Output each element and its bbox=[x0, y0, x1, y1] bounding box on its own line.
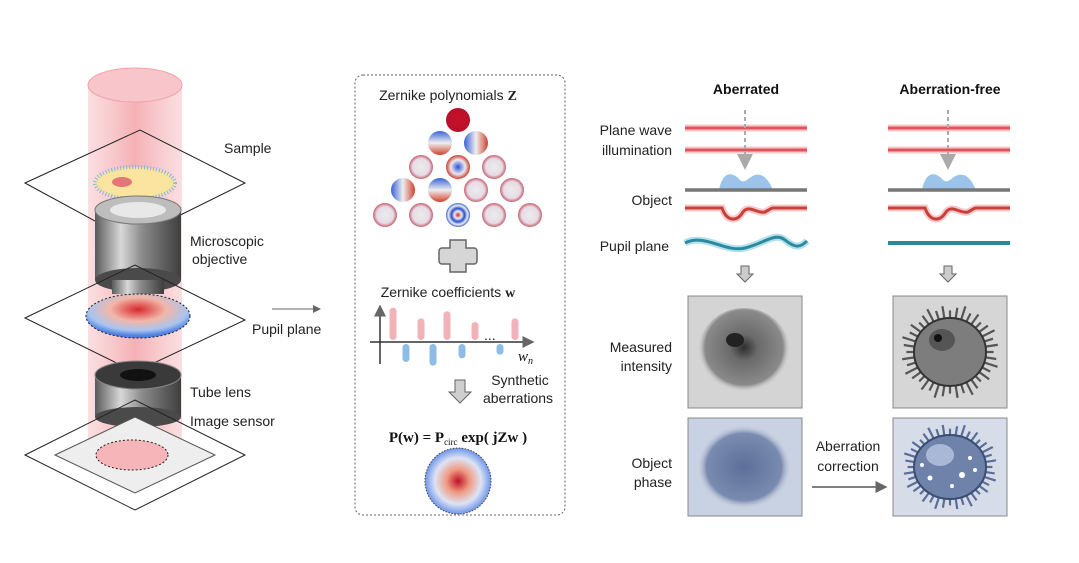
down-arrow-icon bbox=[447, 379, 473, 404]
pupil-plane-label: Pupil plane bbox=[252, 321, 321, 337]
zernike-mode bbox=[500, 178, 524, 202]
coeff-ellipsis: ... bbox=[484, 327, 496, 343]
row-label-pupil: Pupil plane bbox=[600, 238, 669, 254]
zernike-mode bbox=[409, 203, 433, 227]
row-label-object: Object bbox=[632, 192, 673, 208]
coeff-bar bbox=[471, 322, 479, 340]
zernike-mode bbox=[446, 108, 470, 132]
plus-icon bbox=[438, 239, 478, 273]
zernike-mode bbox=[446, 203, 470, 227]
pupil-wave bbox=[684, 235, 809, 251]
object-wave bbox=[685, 206, 807, 221]
zernike-panel bbox=[354, 74, 566, 516]
object-profile bbox=[719, 174, 773, 190]
correction-label-1: Aberration bbox=[816, 438, 881, 454]
zernike-mode bbox=[464, 131, 488, 155]
row-label-phase-1: Object bbox=[632, 455, 673, 471]
coeff-bar bbox=[458, 344, 466, 359]
zernike-pyramid bbox=[373, 108, 542, 227]
object-profile bbox=[922, 174, 976, 190]
zernike-mode bbox=[518, 203, 542, 227]
zernike-title: Zernike polynomials Z bbox=[379, 87, 517, 104]
measured-intensity-corrected bbox=[892, 295, 1008, 409]
coeff-bar bbox=[402, 344, 410, 362]
sensor-spot bbox=[95, 439, 169, 471]
row-label-phase-2: phase bbox=[634, 474, 672, 490]
coeff-title: Zernike coefficients w bbox=[381, 284, 516, 301]
header-aberrated: Aberrated bbox=[713, 81, 779, 97]
header-aberration-free: Aberration-free bbox=[899, 81, 1000, 97]
sensor-plane bbox=[23, 399, 247, 511]
zernike-mode bbox=[373, 203, 397, 227]
row-label-intensity-1: Measured bbox=[610, 339, 672, 355]
coeff-bar bbox=[417, 318, 425, 340]
zernike-mode bbox=[428, 178, 452, 202]
object-phase-aberrated bbox=[687, 417, 803, 517]
pupil-equation: P(w) = Pcirc exp( jZw ) bbox=[389, 430, 527, 447]
tube-lens bbox=[94, 360, 182, 427]
column-aberrated bbox=[683, 110, 810, 283]
object-wave bbox=[888, 206, 1010, 221]
zernike-mode bbox=[464, 178, 488, 202]
measured-intensity-aberrated bbox=[687, 295, 803, 409]
coeff-axis-label: wn bbox=[518, 349, 533, 367]
synthetic-label-2: aberrations bbox=[483, 390, 553, 406]
column-aberration-free bbox=[888, 110, 1010, 283]
object-phase-corrected bbox=[892, 417, 1008, 517]
coeff-bar bbox=[496, 344, 504, 355]
down-arrow-icon bbox=[735, 265, 755, 283]
row-label-plane-wave-1: Plane wave bbox=[600, 122, 673, 138]
sample-cell bbox=[112, 177, 132, 187]
synthetic-pupil-disk bbox=[424, 447, 492, 515]
sample-label: Sample bbox=[224, 140, 272, 156]
objective-label-2: objective bbox=[192, 251, 247, 267]
coeff-bar bbox=[511, 318, 519, 340]
correction-label-2: correction bbox=[817, 458, 878, 474]
tube-lens-label: Tube lens bbox=[190, 384, 251, 400]
pupil-plane bbox=[23, 264, 247, 373]
microscope-illustration bbox=[23, 67, 321, 511]
row-label-intensity-2: intensity bbox=[621, 358, 672, 374]
row-label-plane-wave-2: illumination bbox=[602, 142, 672, 158]
pupil-disk bbox=[85, 293, 191, 339]
coeff-bar bbox=[443, 311, 451, 340]
zernike-mode bbox=[482, 203, 506, 227]
sample-specimen bbox=[93, 165, 177, 201]
zernike-mode bbox=[446, 155, 470, 179]
coeff-bar bbox=[389, 307, 397, 340]
zernike-mode bbox=[428, 131, 452, 155]
coeff-bars bbox=[389, 307, 519, 366]
synthetic-label-1: Synthetic bbox=[491, 372, 549, 388]
zernike-mode bbox=[391, 178, 415, 202]
down-arrow-icon bbox=[938, 265, 958, 283]
zernike-mode bbox=[409, 155, 433, 179]
image-sensor-label: Image sensor bbox=[190, 413, 275, 429]
coeff-bar bbox=[429, 344, 437, 366]
zernike-mode bbox=[482, 155, 506, 179]
objective-label-1: Microscopic bbox=[190, 233, 264, 249]
beam-top bbox=[87, 67, 183, 103]
objective-lens bbox=[94, 195, 182, 294]
